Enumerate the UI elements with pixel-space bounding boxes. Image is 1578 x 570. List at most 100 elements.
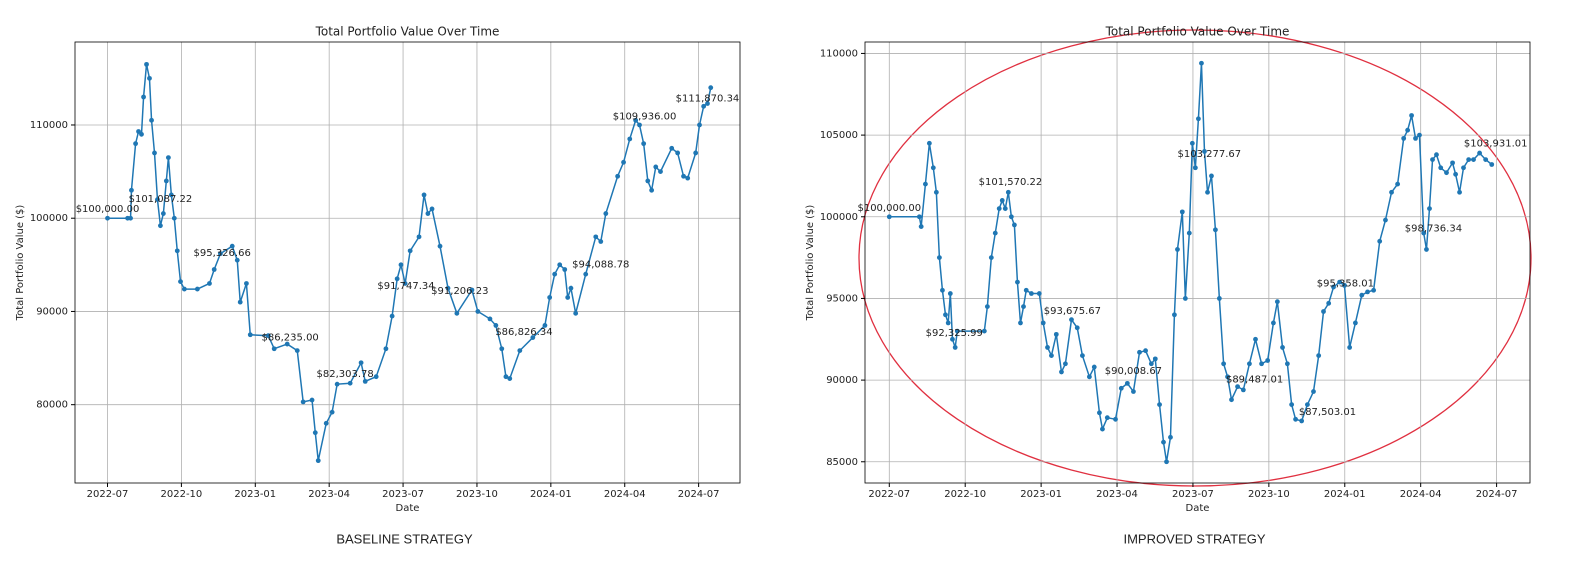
- data-point: [1209, 173, 1214, 179]
- data-point: [141, 94, 146, 100]
- data-point: [1021, 304, 1026, 309]
- data-point: [1299, 418, 1305, 424]
- data-point: [1483, 157, 1489, 163]
- data-point: [1036, 291, 1042, 296]
- data-point: [1137, 349, 1142, 355]
- data-point: [1457, 189, 1462, 195]
- data-point: [155, 197, 160, 202]
- x-tick-label: 2023-10: [1248, 489, 1290, 500]
- data-point: [653, 164, 659, 170]
- data-point: [1453, 171, 1459, 177]
- data-point: [1321, 309, 1326, 314]
- data-point: [383, 346, 389, 352]
- data-point: [1450, 160, 1455, 166]
- x-tick-label: 2024-04: [604, 489, 646, 500]
- data-point: [309, 397, 315, 403]
- data-point: [1352, 320, 1358, 326]
- annotation: $93,675.67: [1044, 306, 1101, 317]
- data-point: [1097, 410, 1102, 416]
- annotation: $100,000.00: [857, 203, 921, 214]
- data-point: [1359, 292, 1365, 298]
- data-point: [329, 409, 335, 415]
- data-point: [598, 239, 604, 244]
- data-point: [675, 150, 681, 156]
- data-point: [1305, 402, 1310, 407]
- annotation: $90,008.67: [1105, 366, 1162, 377]
- data-point: [1045, 345, 1050, 350]
- data-point: [1347, 345, 1353, 350]
- data-point: [144, 61, 149, 67]
- data-point: [627, 136, 633, 142]
- chart-title: Total Portfolio Value Over Time: [315, 25, 500, 39]
- data-point: [945, 320, 951, 326]
- data-point: [1186, 230, 1192, 236]
- data-point: [552, 271, 558, 277]
- data-point: [649, 187, 655, 193]
- data-point: [637, 122, 642, 128]
- data-point: [394, 276, 400, 282]
- data-point: [1002, 206, 1008, 212]
- data-point: [1395, 181, 1401, 187]
- data-point: [139, 131, 144, 137]
- x-tick-label: 2024-07: [678, 489, 720, 500]
- data-point: [1265, 358, 1271, 363]
- data-point: [1164, 459, 1169, 465]
- data-point: [487, 316, 493, 322]
- y-tick-label: 105000: [820, 130, 858, 141]
- data-point: [1015, 279, 1020, 285]
- data-point: [1413, 135, 1418, 141]
- y-tick-label: 90000: [826, 375, 858, 386]
- x-tick-label: 2023-01: [234, 489, 276, 500]
- data-point: [1202, 149, 1207, 154]
- y-tick-label: 85000: [826, 457, 858, 468]
- annotation: $92,325.99: [926, 328, 983, 339]
- data-point: [1438, 165, 1444, 171]
- data-point: [347, 380, 353, 386]
- data-point: [992, 230, 998, 236]
- data-point: [1417, 132, 1422, 138]
- data-point: [565, 295, 571, 300]
- data-point: [1059, 369, 1064, 375]
- data-point: [708, 85, 714, 91]
- data-point: [334, 381, 340, 387]
- data-point: [234, 257, 240, 263]
- data-point: [1124, 380, 1130, 386]
- data-point: [294, 348, 300, 354]
- data-point: [1091, 364, 1097, 370]
- chart-caption: BASELINE STRATEGY: [336, 531, 473, 546]
- data-point: [315, 458, 321, 464]
- data-point: [593, 234, 599, 240]
- data-point: [1326, 300, 1332, 306]
- data-point: [207, 281, 212, 286]
- data-point: [358, 360, 364, 366]
- data-point: [530, 335, 536, 340]
- data-point: [469, 287, 475, 293]
- data-point: [389, 313, 395, 319]
- data-point: [1235, 384, 1240, 390]
- data-point: [1205, 189, 1210, 195]
- data-point: [493, 323, 499, 328]
- data-point: [1040, 320, 1046, 326]
- data-point: [300, 399, 306, 405]
- data-point: [1444, 170, 1449, 176]
- data-point: [1221, 361, 1227, 367]
- data-point: [923, 181, 928, 187]
- data-point: [1182, 296, 1188, 301]
- data-point: [1196, 116, 1201, 122]
- data-point: [954, 328, 960, 334]
- data-point: [312, 430, 318, 436]
- data-point: [1225, 374, 1230, 380]
- data-point: [1247, 361, 1252, 367]
- data-point: [244, 281, 249, 286]
- data-point: [421, 192, 427, 198]
- data-point: [174, 248, 180, 254]
- data-point: [445, 285, 451, 291]
- data-point: [1172, 312, 1177, 318]
- data-point: [1430, 157, 1435, 163]
- data-point: [168, 192, 174, 198]
- data-point: [1280, 345, 1285, 350]
- data-point: [1389, 189, 1394, 195]
- data-point: [1192, 165, 1198, 171]
- y-tick-label: 110000: [820, 48, 858, 59]
- annotation: $101,570.22: [979, 177, 1043, 188]
